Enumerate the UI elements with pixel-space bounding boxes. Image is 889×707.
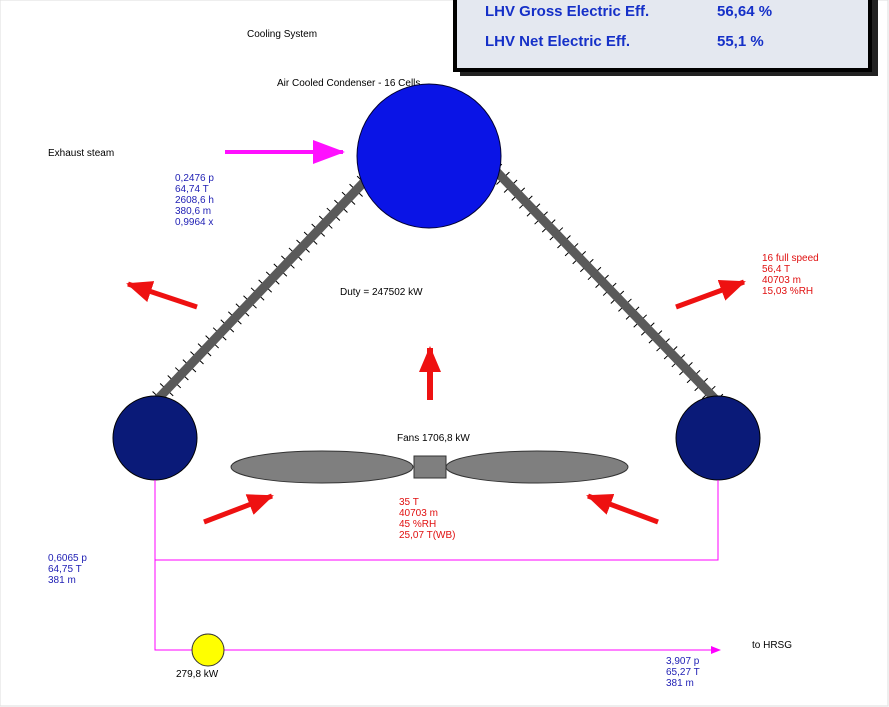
pump-label: 279,8 kW: [176, 669, 219, 680]
eff-value: 56,64 %: [717, 3, 772, 20]
duct: [151, 178, 368, 406]
stream-value: 3,907 p: [666, 656, 700, 667]
fan-hub: [413, 455, 447, 479]
title: Cooling System: [247, 29, 317, 40]
stream-value: 35 T: [399, 497, 419, 508]
exhaust-label: Exhaust steam: [48, 148, 114, 159]
pump: [191, 633, 225, 667]
fans-label: Fans 1706,8 kW: [397, 433, 470, 444]
outlet-label: to HRSG: [752, 640, 792, 651]
pipe: [155, 480, 719, 561]
eff-label: LHV Gross Electric Eff.: [485, 3, 649, 20]
stream-value: 64,75 T: [48, 564, 82, 575]
stream-value: 381 m: [666, 678, 694, 689]
stream-value: 40703 m: [399, 508, 438, 519]
pipe: [154, 480, 721, 654]
condenser: [356, 83, 502, 229]
stream-value: 15,03 %RH: [762, 286, 813, 297]
eff-label: LHV Net Electric Eff.: [485, 33, 630, 50]
air-arrow: [126, 281, 198, 310]
fan-blade: [445, 450, 629, 484]
stream-value: 64,74 T: [175, 184, 209, 195]
stream-value: 0,6065 p: [48, 553, 87, 564]
header-left: [112, 395, 198, 481]
condenser-label: Air Cooled Condenser - 16 Cells: [277, 78, 420, 89]
stream-value: 56,4 T: [762, 264, 790, 275]
stream-value: 380,6 m: [175, 206, 211, 217]
stream-value: 16 full speed: [762, 253, 819, 264]
stream-value: 0,9964 x: [175, 217, 213, 228]
stream-value: 65,27 T: [666, 667, 700, 678]
air-arrow: [586, 493, 659, 525]
eff-value: 55,1 %: [717, 33, 764, 50]
air-arrow: [203, 493, 274, 525]
duct: [491, 166, 722, 406]
stream-value: 0,2476 p: [175, 173, 214, 184]
stream-value: 45 %RH: [399, 519, 436, 530]
header-right: [675, 395, 761, 481]
stream-value: 2608,6 h: [175, 195, 214, 206]
fan-blade: [230, 450, 414, 484]
efficiency-box: [453, 0, 872, 72]
air-arrow: [675, 279, 746, 310]
stream-value: 40703 m: [762, 275, 801, 286]
stream-value: 25,07 T(WB): [399, 530, 456, 541]
duty: Duty = 247502 kW: [340, 287, 423, 298]
stream-value: 381 m: [48, 575, 76, 586]
